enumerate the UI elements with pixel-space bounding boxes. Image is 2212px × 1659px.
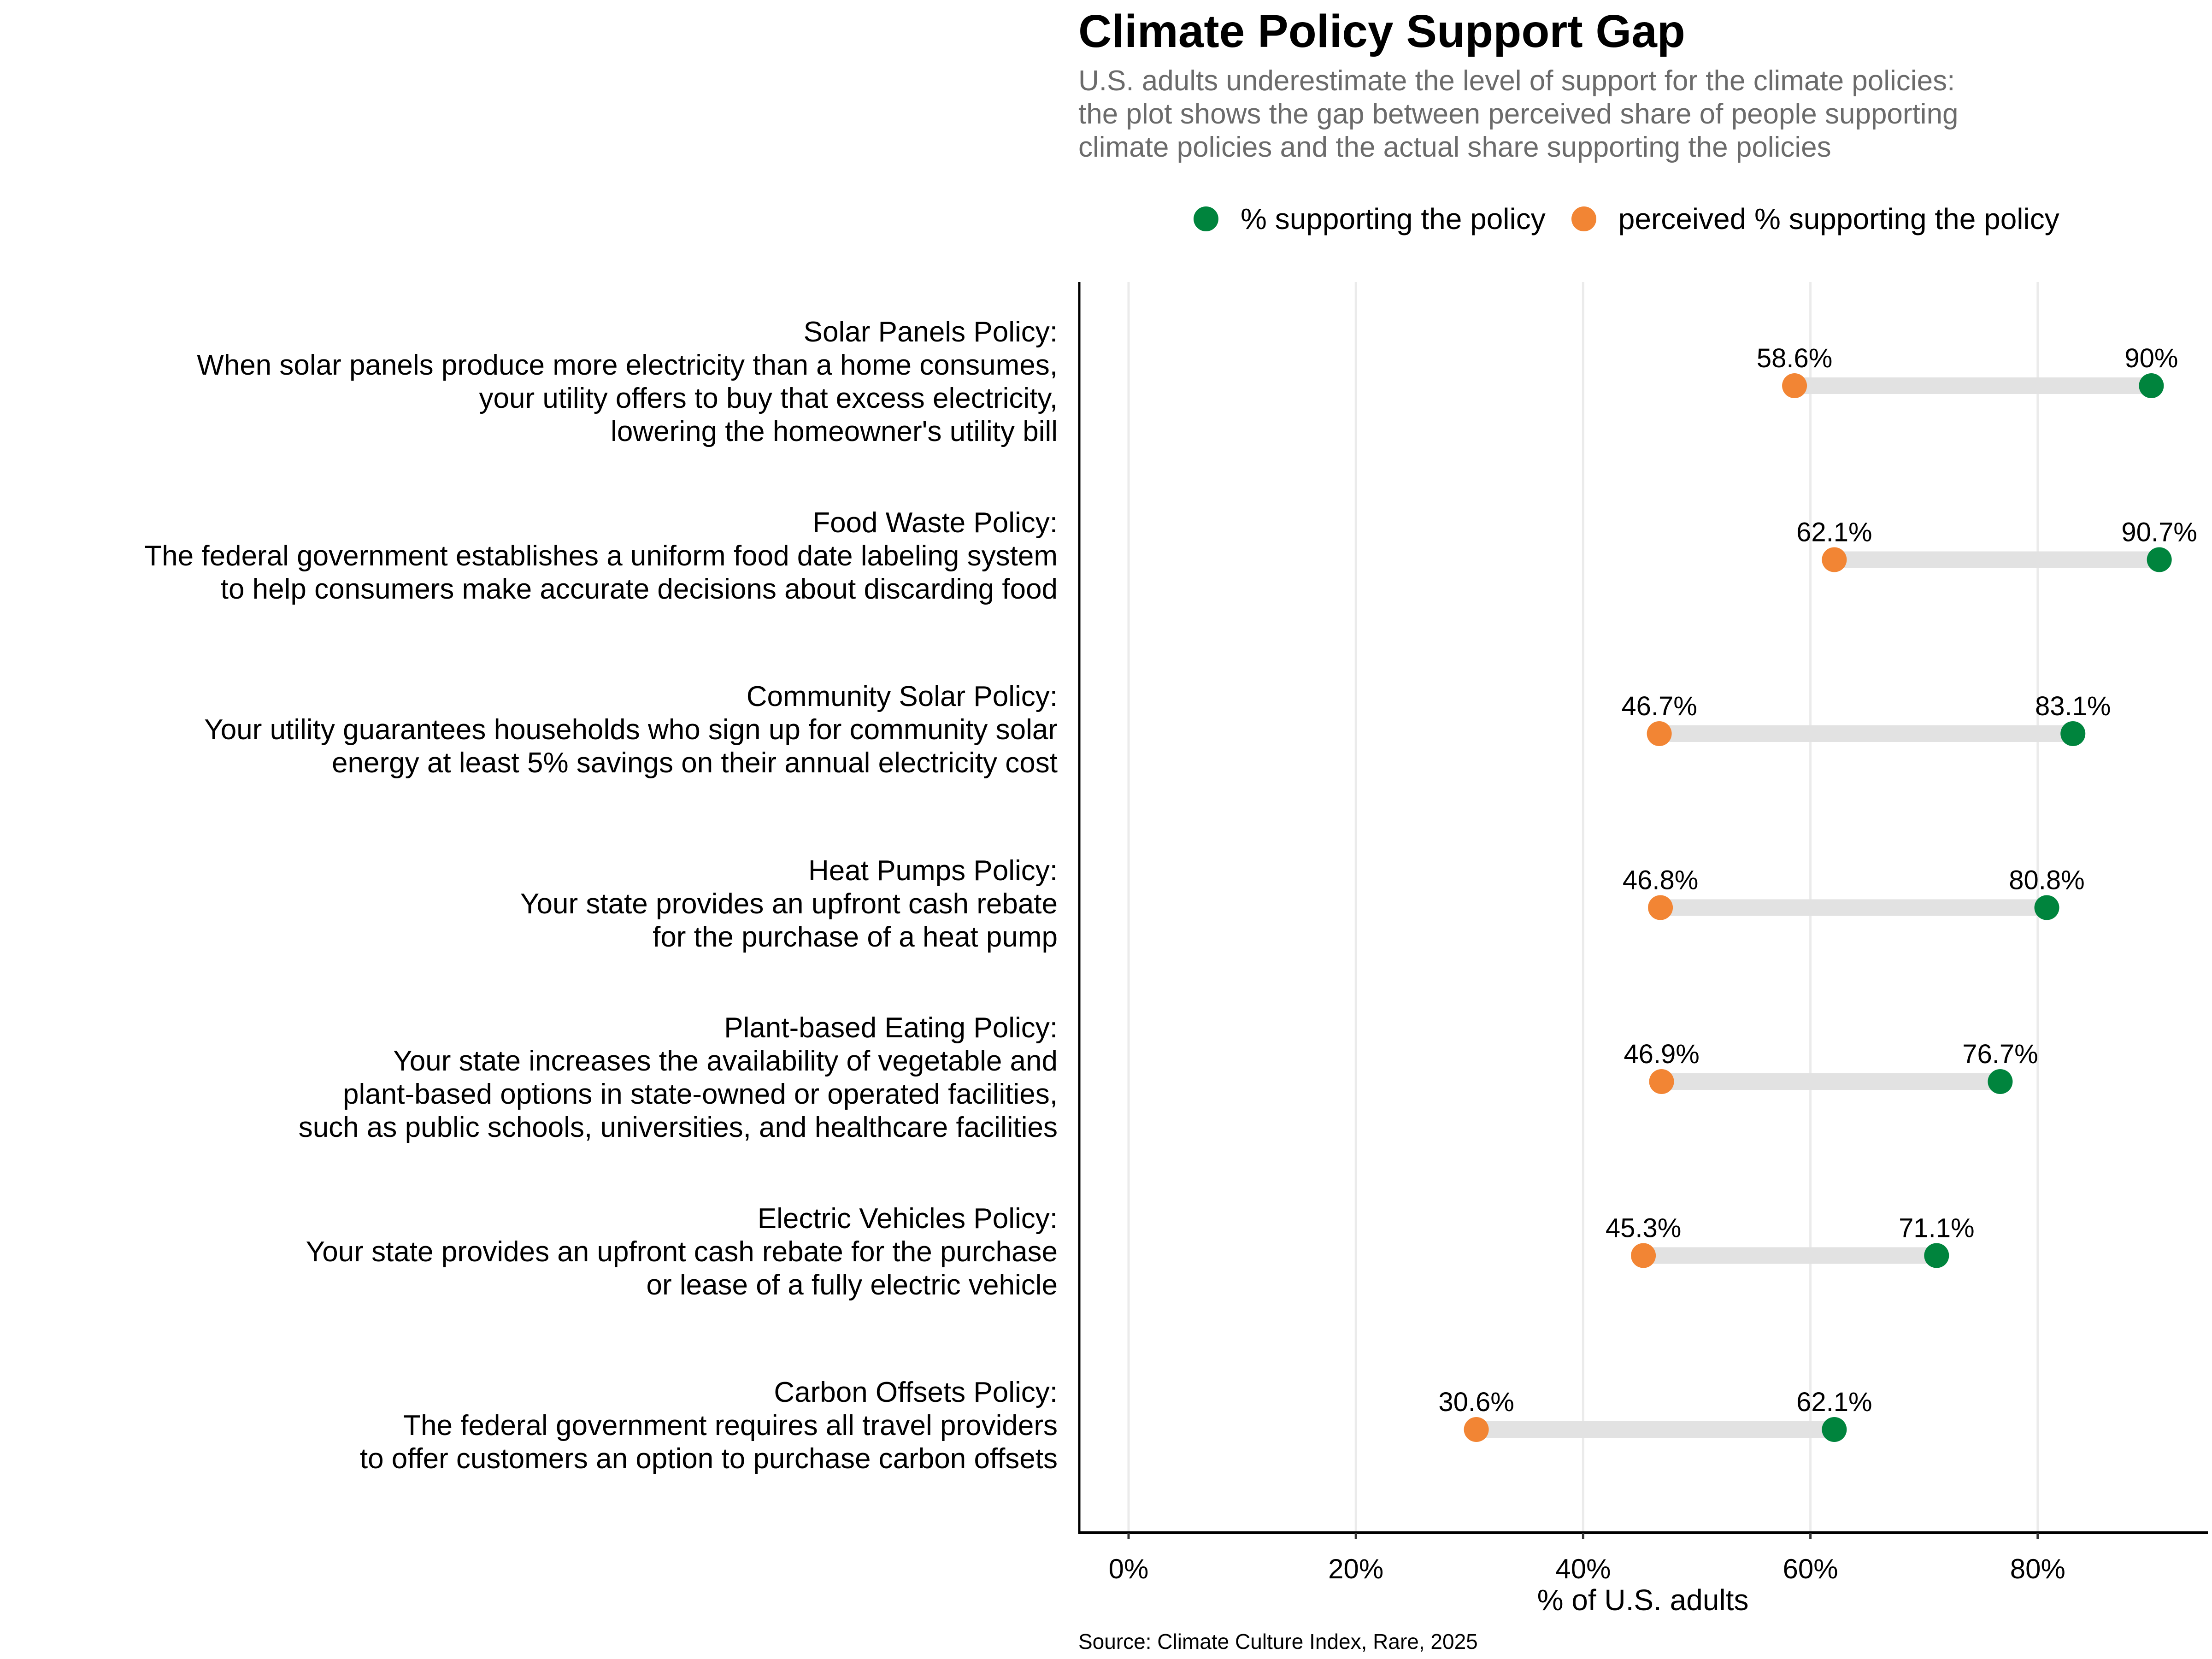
category-label: Food Waste Policy: The federal governmen… <box>144 506 1058 605</box>
legend-item-perceived: perceived % supporting the policy <box>1571 202 2059 236</box>
actual-value-label: 90.7% <box>2121 518 2197 547</box>
perceived-point <box>1648 895 1673 920</box>
actual-value-label: 80.8% <box>2009 865 2084 895</box>
chart-subtitle: U.S. adults underestimate the level of s… <box>1078 65 1959 163</box>
perceived-value-label: 58.6% <box>1757 343 1832 373</box>
perceived-value-label: 46.7% <box>1621 691 1697 721</box>
perceived-point <box>1649 1069 1674 1094</box>
category-label: Community Solar Policy: Your utility gua… <box>204 681 1058 779</box>
x-tick-label: 40% <box>1555 1553 1611 1584</box>
actual-value-label: 71.1% <box>1899 1213 1974 1243</box>
actual-point <box>2034 895 2059 920</box>
category-label: Solar Panels Policy: When solar panels p… <box>197 316 1058 447</box>
perceived-point <box>1782 373 1807 398</box>
actual-value-label: 62.1% <box>1796 1387 1872 1417</box>
x-tick-label: 80% <box>2010 1553 2065 1584</box>
actual-value-label: 76.7% <box>1962 1039 2038 1069</box>
x-axis-title: % of U.S. adults <box>1537 1583 1749 1617</box>
actual-value-label: 83.1% <box>2035 691 2111 721</box>
actual-point <box>2060 721 2086 746</box>
x-tick-label: 0% <box>1108 1553 1149 1584</box>
legend-label-actual: % supporting the policy <box>1241 202 1546 235</box>
actual-value-label: 90% <box>2124 343 2178 373</box>
source-caption: Source: Climate Culture Index, Rare, 202… <box>1078 1630 1478 1653</box>
perceived-point <box>1647 721 1672 746</box>
category-label: Heat Pumps Policy: Your state provides a… <box>520 854 1058 953</box>
perceived-value-label: 45.3% <box>1606 1213 1681 1243</box>
legend-label-perceived: perceived % supporting the policy <box>1618 202 2059 235</box>
perceived-value-label: 46.8% <box>1623 865 1698 895</box>
category-label: Plant-based Eating Policy: Your state in… <box>298 1012 1058 1143</box>
actual-point <box>2147 547 2172 572</box>
actual-point <box>2139 373 2164 398</box>
perceived-value-label: 30.6% <box>1438 1387 1514 1417</box>
chart-title: Climate Policy Support Gap <box>1078 6 1685 57</box>
actual-point <box>1924 1243 1949 1268</box>
perceived-value-label: 46.9% <box>1624 1039 1699 1069</box>
x-tick-label: 20% <box>1328 1553 1384 1584</box>
category-label: Electric Vehicles Policy: Your state pro… <box>306 1202 1058 1301</box>
legend-item-actual: % supporting the policy <box>1194 202 1546 236</box>
perceived-value-label: 62.1% <box>1796 518 1872 547</box>
perceived-point <box>1822 547 1847 572</box>
perceived-point <box>1631 1243 1656 1268</box>
category-label: Carbon Offsets Policy: The federal gover… <box>359 1377 1058 1475</box>
legend-marker-actual <box>1194 206 1218 231</box>
legend-marker-perceived <box>1571 206 1596 231</box>
perceived-point <box>1464 1417 1489 1442</box>
x-tick-label: 60% <box>1783 1553 1838 1584</box>
actual-point <box>1822 1417 1847 1442</box>
legend: % supporting the policy perceived % supp… <box>1194 198 2085 240</box>
actual-point <box>1988 1069 2013 1094</box>
